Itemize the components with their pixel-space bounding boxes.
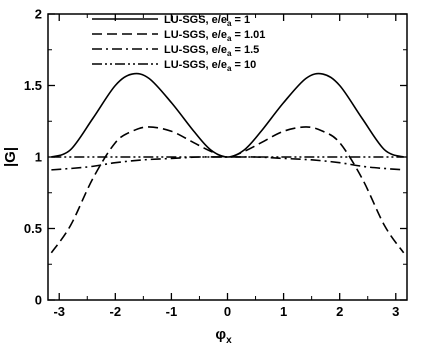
legend-label-subscript: a xyxy=(227,19,232,28)
legend: LU-SGS, e/ea = 1LU-SGS, e/ea = 1.01LU-SG… xyxy=(92,14,265,73)
x-tick-label: 3 xyxy=(392,304,399,319)
x-tick-label: 0 xyxy=(224,304,231,319)
y-tick-label: 1 xyxy=(35,150,42,165)
x-tick-label: -2 xyxy=(110,304,122,319)
legend-label-text: LU-SGS, e/e xyxy=(164,29,227,41)
x-tick-label: 1 xyxy=(280,304,287,319)
y-tick-label: 0 xyxy=(35,293,42,308)
legend-label-4: LU-SGS, e/ea = 10 xyxy=(164,59,256,73)
legend-label-text: LU-SGS, e/e xyxy=(164,59,227,71)
y-tick-label: 0.5 xyxy=(24,221,42,236)
legend-label-subscript: a xyxy=(227,34,232,43)
legend-label-3: LU-SGS, e/ea = 1.5 xyxy=(164,44,259,58)
y-tick-label: 1.5 xyxy=(24,78,42,93)
series-line-1 xyxy=(51,72,404,158)
x-axis-label-subscript: x xyxy=(226,335,232,346)
series-line-3 xyxy=(51,156,404,171)
legend-label-text: LU-SGS, e/e xyxy=(164,44,227,56)
legend-label-value: = 1.01 xyxy=(231,29,265,41)
x-tick-label: -3 xyxy=(53,304,65,319)
plot-area: -3 -2 -1 0 1 2 3 0 0.5 1 1.5 2 xyxy=(24,7,408,319)
legend-label-1: LU-SGS, e/ea = 1 xyxy=(164,14,250,28)
legend-label-text: LU-SGS, e/e xyxy=(164,14,227,26)
legend-label-value: = 1.5 xyxy=(231,44,259,56)
x-axis-label-symbol: φ xyxy=(215,326,226,343)
legend-label-value: = 1 xyxy=(231,14,250,26)
y-tick-label: 2 xyxy=(35,7,42,22)
series-line-2 xyxy=(50,126,405,254)
y-axis-label: |G| xyxy=(2,147,19,167)
legend-label-subscript: a xyxy=(227,49,232,58)
x-axis-label: φx xyxy=(215,326,232,346)
legend-label-2: LU-SGS, e/ea = 1.01 xyxy=(164,29,265,43)
x-tick-label: 2 xyxy=(336,304,343,319)
legend-label-value: = 10 xyxy=(231,59,256,71)
x-tick-label: -1 xyxy=(166,304,178,319)
legend-label-subscript: a xyxy=(227,64,232,73)
